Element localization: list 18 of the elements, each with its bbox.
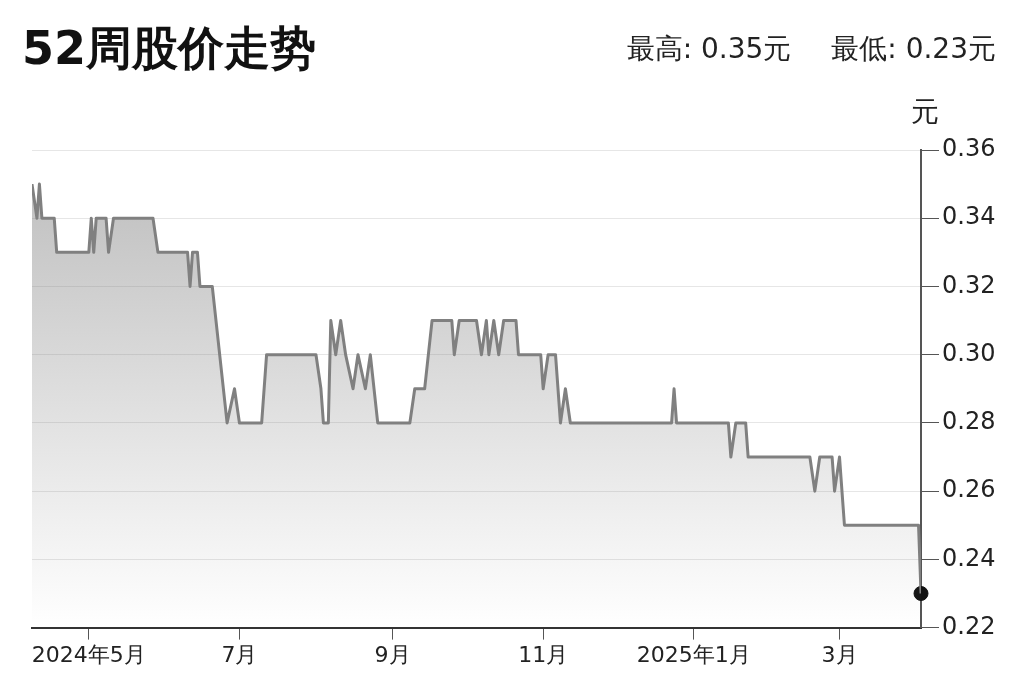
y-axis-title: 元 — [911, 95, 939, 129]
x-tick-label: 7月 — [221, 641, 258, 667]
text: 最高: 0.35元 — [626, 32, 792, 65]
x-tick-label: 2025年1月 — [636, 641, 751, 667]
y-tick-label: 0.36 — [942, 134, 996, 163]
y-tick-label: 0.22 — [942, 611, 996, 640]
y-tick-label: 0.32 — [942, 270, 996, 299]
x-tick-label: 3月 — [821, 641, 858, 667]
x-tick-label: 2024年5月 — [31, 641, 146, 667]
x-tick-label: 11月 — [518, 641, 569, 667]
y-tick-label: 0.30 — [942, 338, 996, 367]
y-tick-label: 0.28 — [942, 407, 996, 436]
text: 最低: 0.23元 — [831, 32, 996, 65]
y-tick-label: 0.26 — [942, 475, 996, 504]
y-tick-label: 0.34 — [942, 202, 996, 231]
y-tick-label: 0.24 — [942, 543, 996, 572]
x-tick-label: 9月 — [374, 641, 411, 667]
chart-title: 52周股价走势 — [22, 20, 317, 77]
